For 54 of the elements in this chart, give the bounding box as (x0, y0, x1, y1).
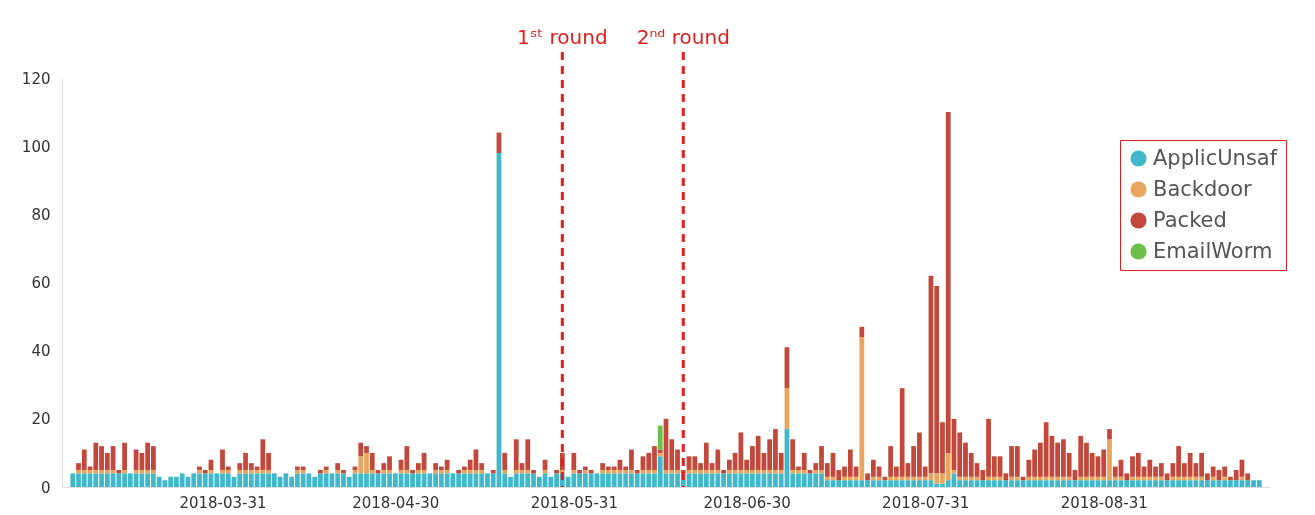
bar (456, 469, 462, 474)
legend-label: EmailWorm (1153, 238, 1273, 263)
bar (634, 469, 640, 474)
bar (859, 326, 865, 338)
bar (577, 469, 582, 474)
y-tick-label: 0 (40, 478, 51, 497)
x-tick-label: 2018-07-31 (882, 493, 970, 512)
bar (571, 469, 577, 474)
bar (657, 452, 663, 457)
bar (582, 466, 588, 470)
y-tick-label: 40 (31, 342, 51, 361)
bar (571, 452, 577, 470)
ref-line-label: 1ˢᵗ round (517, 25, 608, 49)
bar (1222, 476, 1228, 481)
x-tick-label: 2018-06-30 (703, 493, 791, 512)
bar (318, 469, 323, 474)
bar (122, 442, 127, 470)
bar (502, 452, 508, 470)
bar (122, 469, 127, 474)
bar (1107, 429, 1112, 440)
bar (882, 476, 888, 481)
x-tick-label: 2018-03-31 (179, 493, 267, 512)
bar (197, 469, 202, 474)
legend-label: Backdoor (1153, 176, 1253, 201)
y-tick-label: 80 (31, 205, 51, 224)
bar (531, 469, 536, 474)
bar (502, 469, 508, 474)
ref-line-label: 2ⁿᵈ round (636, 25, 730, 49)
x-tick-label: 2018-04-30 (352, 493, 440, 512)
bar (369, 452, 375, 470)
x-tick-label: 2018-08-31 (1060, 493, 1148, 512)
bar (582, 469, 588, 474)
bar (490, 469, 496, 474)
bar (323, 466, 329, 470)
y-tick-label: 60 (31, 274, 51, 292)
y-tick-label: 100 (21, 137, 51, 156)
bar (335, 469, 341, 474)
bar (341, 469, 346, 474)
legend-label: ApplicUnsaf (1153, 145, 1278, 170)
bar (588, 469, 594, 474)
y-tick-label: 120 (21, 69, 51, 88)
bar (335, 463, 341, 470)
bar (410, 469, 415, 474)
bar (1210, 476, 1216, 481)
bar (116, 469, 122, 474)
bar (323, 469, 329, 474)
bar (197, 466, 202, 470)
bar (202, 469, 208, 474)
bar (554, 469, 559, 474)
y-tick-label: 20 (31, 410, 51, 429)
bar (721, 469, 726, 474)
bar (657, 425, 663, 450)
x-tick-label: 2018-05-31 (530, 493, 618, 512)
legend-label: Packed (1153, 207, 1227, 232)
